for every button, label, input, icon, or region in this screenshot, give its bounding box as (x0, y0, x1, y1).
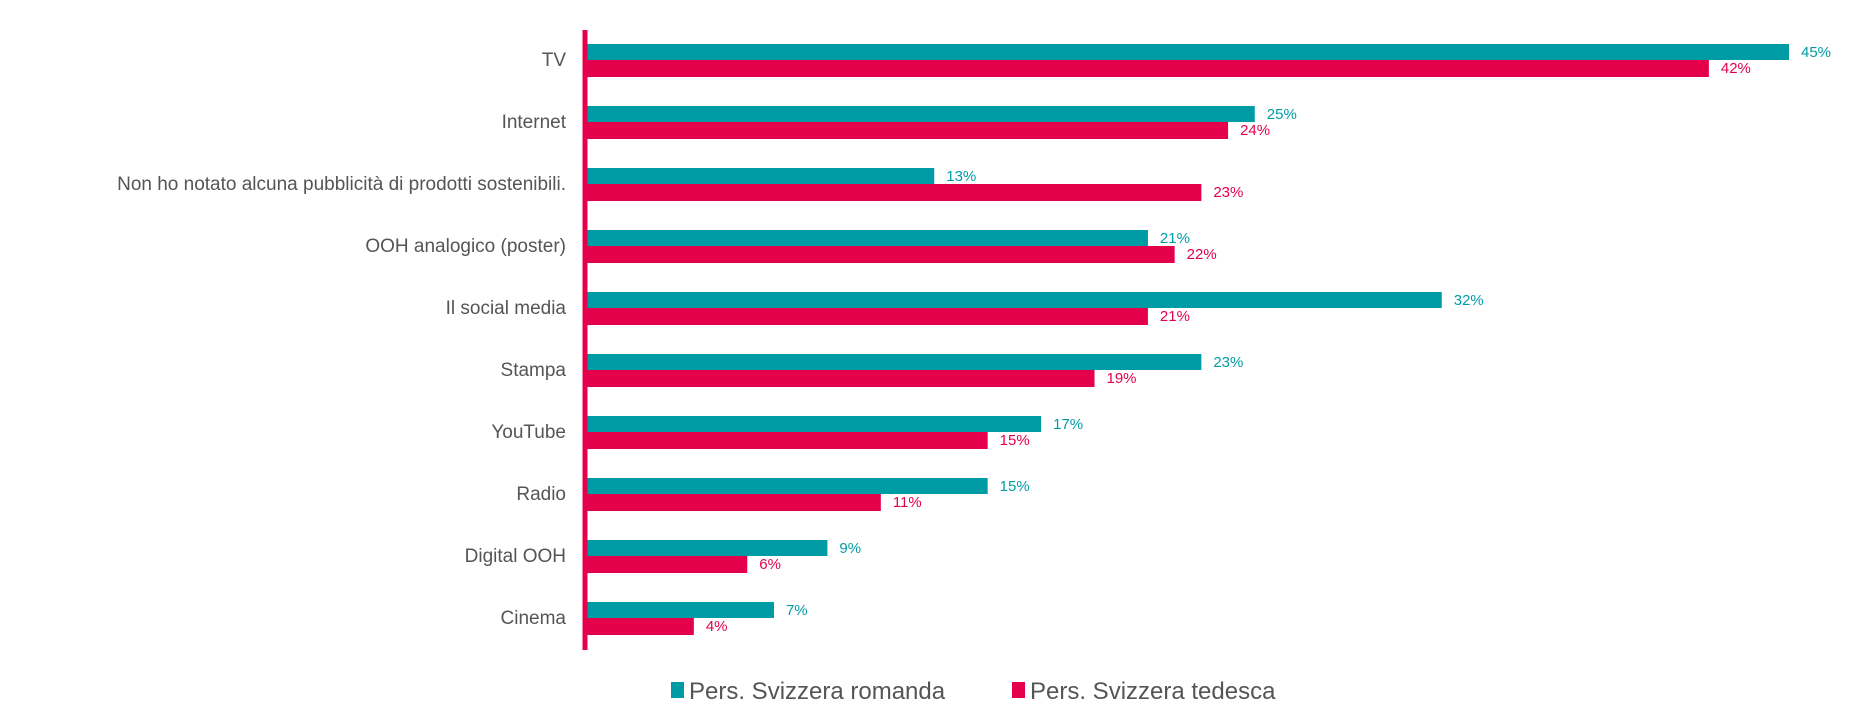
data-label: 24% (1240, 122, 1270, 139)
data-label: 21% (1160, 308, 1190, 325)
bar-tedesca (587, 370, 1095, 387)
category-label: OOH analogico (poster) (365, 236, 566, 257)
data-label: 9% (839, 540, 861, 557)
data-label: 45% (1801, 44, 1831, 61)
bar-romanda (587, 478, 988, 494)
category-label: Radio (516, 484, 566, 505)
data-label: 15% (1000, 478, 1030, 495)
category-label: Stampa (501, 360, 567, 381)
bar-tedesca (587, 122, 1229, 139)
bar-tedesca (587, 494, 881, 511)
data-label: 7% (786, 602, 808, 619)
data-label: 15% (1000, 432, 1030, 449)
data-label: 6% (759, 556, 781, 573)
bar-romanda (587, 44, 1789, 60)
category-label: YouTube (491, 422, 566, 443)
bar-tedesca (587, 308, 1148, 325)
bar-romanda (587, 106, 1255, 122)
data-label: 42% (1721, 60, 1751, 77)
data-label: 4% (706, 618, 728, 635)
bar-romanda (587, 602, 774, 618)
bar-tedesca (587, 556, 748, 573)
bar-romanda (587, 416, 1042, 432)
legend-swatch (671, 682, 684, 698)
category-label: Non ho notato alcuna pubblicità di prodo… (117, 174, 566, 195)
category-label: Il social media (446, 298, 567, 319)
bar-romanda (587, 540, 828, 556)
data-label: 11% (893, 494, 922, 511)
bar-tedesca (587, 184, 1202, 201)
legend-label: Pers. Svizzera tedesca (1030, 678, 1276, 705)
data-label: 17% (1053, 416, 1083, 433)
category-label: Cinema (501, 608, 567, 629)
data-label: 23% (1213, 184, 1243, 201)
data-label: 21% (1160, 230, 1190, 247)
bar-romanda (587, 292, 1442, 308)
data-label: 13% (946, 168, 976, 185)
bar-tedesca (587, 60, 1709, 77)
data-label: 22% (1187, 246, 1217, 263)
bar-tedesca (587, 246, 1175, 263)
legend-label: Pers. Svizzera romanda (689, 678, 946, 705)
category-label: Digital OOH (465, 546, 566, 567)
bar-romanda (587, 168, 935, 184)
data-label: 23% (1213, 354, 1243, 371)
legend-swatch (1012, 682, 1025, 698)
data-label: 25% (1267, 106, 1297, 123)
category-label: Internet (502, 112, 567, 133)
bar-romanda (587, 354, 1202, 370)
data-label: 32% (1454, 292, 1484, 309)
data-label: 19% (1107, 370, 1137, 387)
bar-tedesca (587, 618, 694, 635)
bar-romanda (587, 230, 1148, 246)
bar-tedesca (587, 432, 988, 449)
category-label: TV (542, 50, 567, 71)
